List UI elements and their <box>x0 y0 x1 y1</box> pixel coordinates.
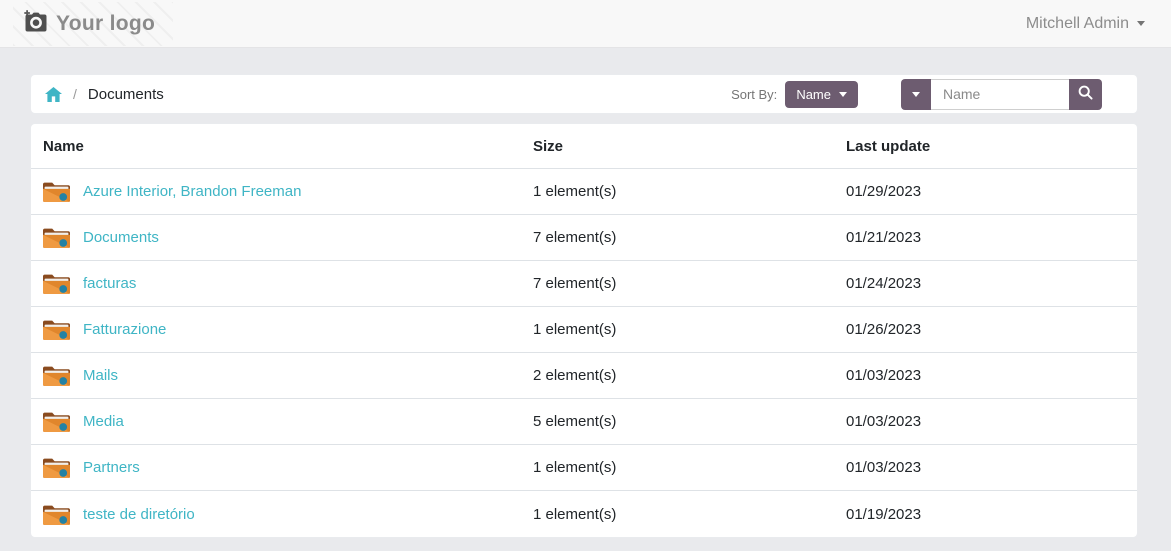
folder-icon <box>43 227 83 248</box>
table-row: Media 5 element(s) 01/03/2023 <box>31 399 1137 445</box>
folder-icon <box>43 181 83 202</box>
folder-icon <box>43 411 83 432</box>
folder-last-update: 01/03/2023 <box>846 459 922 476</box>
folder-icon <box>43 457 83 478</box>
folder-link[interactable]: Partners <box>83 459 140 476</box>
folder-last-update: 01/21/2023 <box>846 229 922 246</box>
sort-by-button[interactable]: Name <box>785 80 858 108</box>
sort-by-value: Name <box>796 86 831 102</box>
folder-link[interactable]: Fatturazione <box>83 321 167 338</box>
folder-last-update: 01/24/2023 <box>846 275 922 292</box>
folder-icon <box>43 319 83 340</box>
table-row: teste de diretório 1 element(s) 01/19/20… <box>31 491 1137 537</box>
search-icon <box>1078 85 1093 103</box>
folder-size: 1 element(s) <box>533 183 617 200</box>
folder-link[interactable]: teste de diretório <box>83 505 195 523</box>
column-header-name: Name <box>43 137 84 155</box>
folder-last-update: 01/19/2023 <box>846 505 922 523</box>
table-row: Documents 7 element(s) 01/21/2023 <box>31 215 1137 261</box>
folder-link[interactable]: facturas <box>83 275 137 292</box>
caret-down-icon <box>912 91 920 97</box>
page-content: / Documents Sort By: Name <box>30 74 1138 538</box>
column-header-size: Size <box>533 137 564 155</box>
user-menu[interactable]: Mitchell Admin <box>1026 15 1145 33</box>
folder-size: 2 element(s) <box>533 367 617 384</box>
folder-icon <box>43 504 83 525</box>
breadcrumb-bar: / Documents Sort By: Name <box>30 74 1138 114</box>
folder-last-update: 01/03/2023 <box>846 367 922 384</box>
folder-link[interactable]: Azure Interior, Brandon Freeman <box>83 183 302 200</box>
caret-down-icon <box>1137 21 1145 26</box>
folder-size: 1 element(s) <box>533 505 617 523</box>
breadcrumb-home-link[interactable] <box>45 86 62 102</box>
column-header-last-update: Last update <box>846 137 931 155</box>
folder-link[interactable]: Mails <box>83 367 119 384</box>
search-input[interactable] <box>931 78 1069 110</box>
logo-text: Your logo <box>56 11 156 35</box>
folder-last-update: 01/03/2023 <box>846 413 922 430</box>
table-header-row: Name Size Last update <box>31 124 1137 169</box>
top-bar: Your logo Mitchell Admin <box>0 0 1171 48</box>
table-row: Fatturazione 1 element(s) 01/26/2023 <box>31 307 1137 353</box>
folder-icon <box>43 273 83 294</box>
toolbar: Sort By: Name <box>731 78 1102 110</box>
caret-down-icon <box>839 91 847 97</box>
search-group <box>901 78 1102 110</box>
folder-last-update: 01/29/2023 <box>846 183 922 200</box>
table-row: Partners 1 element(s) 01/03/2023 <box>31 445 1137 491</box>
folder-icon <box>43 365 83 386</box>
folder-size: 1 element(s) <box>533 321 617 338</box>
breadcrumb-separator: / <box>73 86 77 102</box>
breadcrumb-current: Documents <box>87 85 164 103</box>
folder-size: 7 element(s) <box>533 275 617 292</box>
camera-icon <box>23 9 47 38</box>
logo[interactable]: Your logo <box>13 1 174 46</box>
user-menu-label: Mitchell Admin <box>1025 14 1129 32</box>
table-row: Azure Interior, Brandon Freeman 1 elemen… <box>31 169 1137 215</box>
table-row: facturas 7 element(s) 01/24/2023 <box>31 261 1137 307</box>
folder-link[interactable]: Documents <box>83 229 159 246</box>
search-options-button[interactable] <box>901 78 931 110</box>
home-icon <box>45 86 62 102</box>
sort-by-label: Sort By: <box>731 86 778 102</box>
documents-table: Name Size Last update Azure Interior, Br… <box>30 123 1138 538</box>
table-row: Mails 2 element(s) 01/03/2023 <box>31 353 1137 399</box>
folder-size: 7 element(s) <box>533 229 617 246</box>
search-button[interactable] <box>1069 78 1102 110</box>
folder-size: 1 element(s) <box>533 459 617 476</box>
folder-link[interactable]: Media <box>83 413 124 430</box>
folder-last-update: 01/26/2023 <box>846 321 922 338</box>
folder-size: 5 element(s) <box>533 413 617 430</box>
